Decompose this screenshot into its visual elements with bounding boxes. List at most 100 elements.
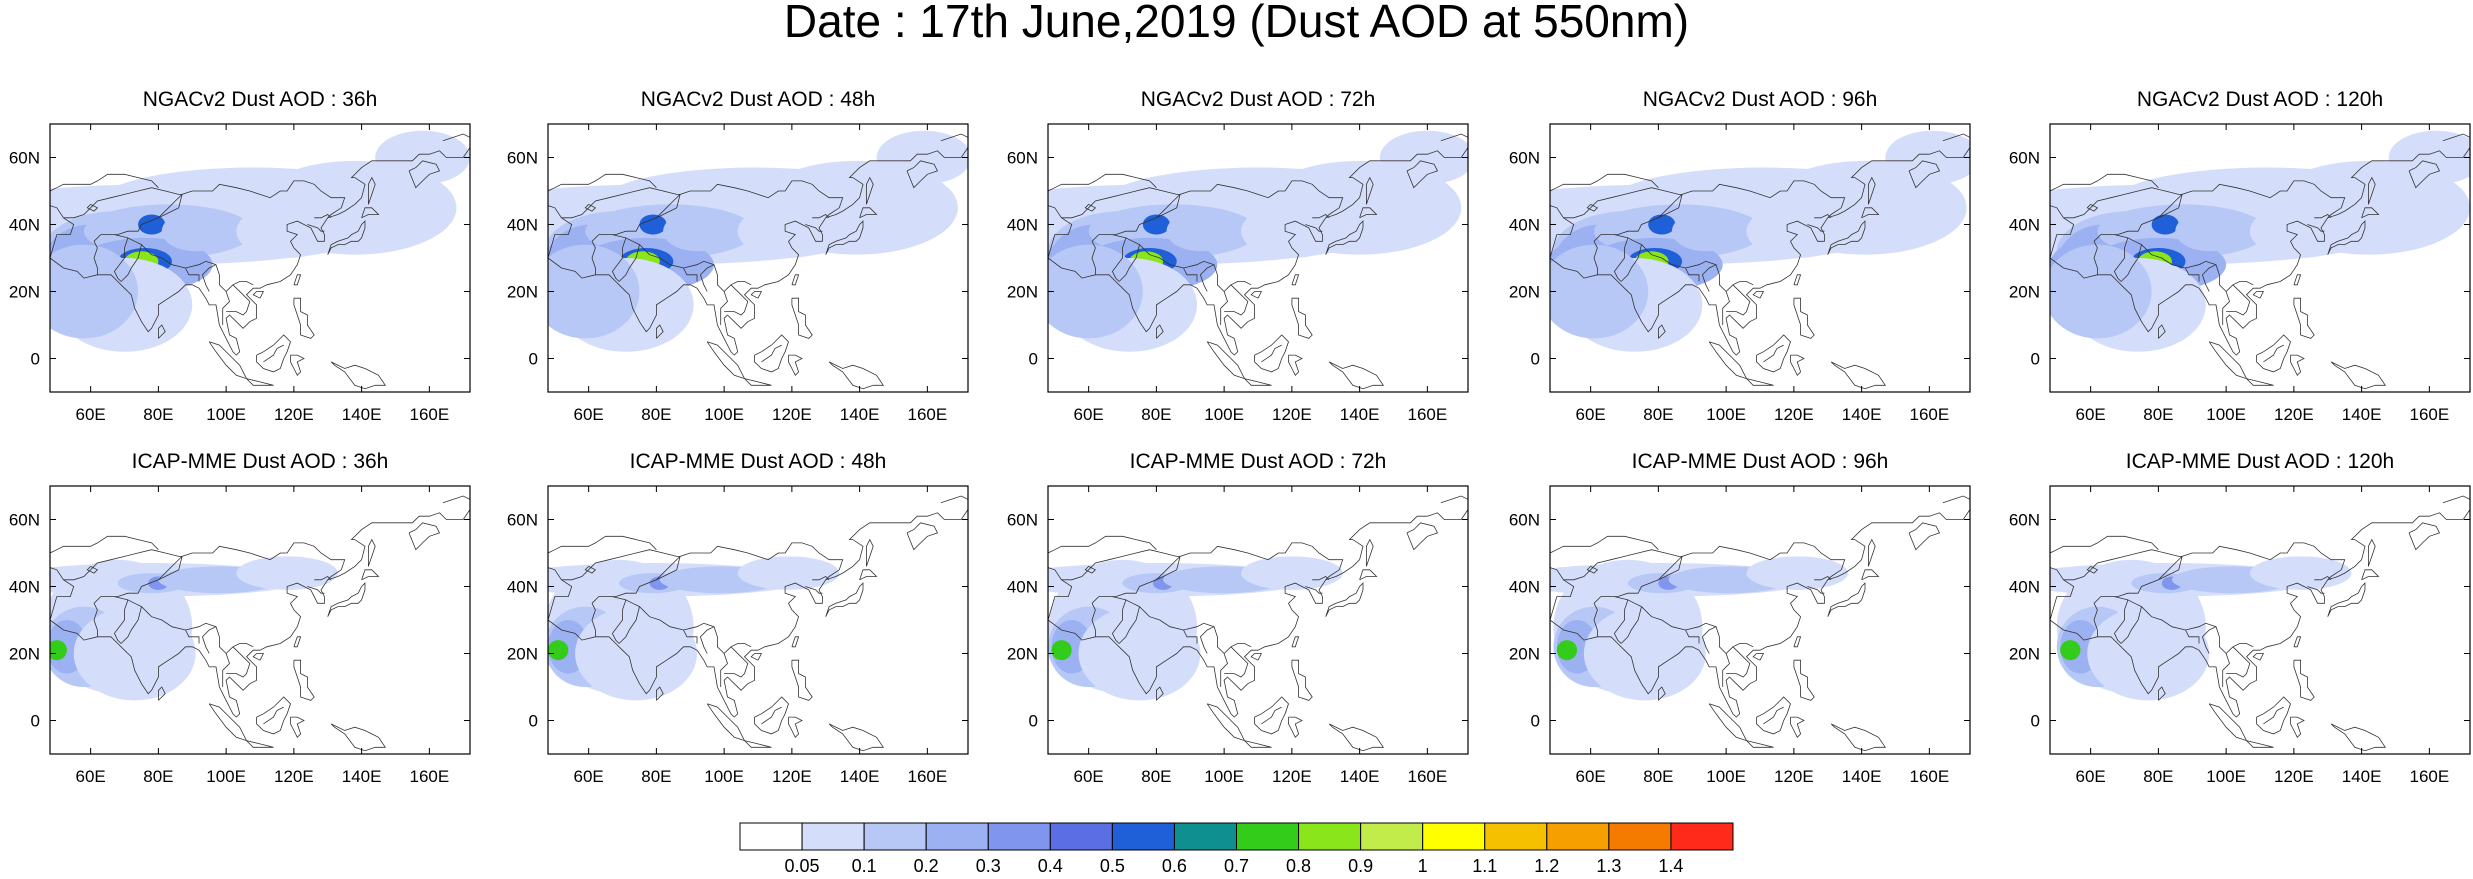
coastline xyxy=(201,264,217,292)
coastline xyxy=(744,378,772,386)
aod-shading xyxy=(50,244,139,339)
x-tick-label: 120E xyxy=(2274,405,2314,424)
coastline xyxy=(290,354,305,376)
colorbar-swatch xyxy=(1546,822,1610,851)
coastline xyxy=(158,324,166,339)
coastline xyxy=(222,291,230,325)
x-tick-label: 160E xyxy=(908,405,948,424)
coastline xyxy=(1359,207,1378,219)
coastline xyxy=(50,535,159,554)
coastline xyxy=(314,576,332,581)
coastline xyxy=(2120,244,2142,282)
coastline xyxy=(307,224,325,232)
x-tick-label: 120E xyxy=(1774,405,1814,424)
x-tick-label: 100E xyxy=(2206,767,2246,786)
panel-title: ICAP-MME Dust AOD : 36h xyxy=(131,450,389,473)
y-tick-label: 60N xyxy=(1509,511,1540,530)
coastline xyxy=(86,566,99,574)
coastlines xyxy=(1048,133,1468,390)
aod-shading xyxy=(2060,640,2081,661)
x-tick-label: 140E xyxy=(2342,767,2382,786)
coastline xyxy=(805,224,823,232)
aod-shading xyxy=(1048,244,1143,339)
dust-field xyxy=(1048,130,1468,352)
coastline xyxy=(1048,173,1157,192)
y-tick-label: 40N xyxy=(9,216,40,235)
coastline xyxy=(788,716,803,738)
y-tick-label: 60N xyxy=(2009,511,2040,530)
coastline xyxy=(750,653,763,661)
coastline xyxy=(1790,354,1805,376)
aod-shading xyxy=(50,640,67,661)
aod-shading xyxy=(236,556,338,590)
coastline xyxy=(2293,274,2302,286)
colorbar-swatch xyxy=(1236,822,1300,851)
coastline xyxy=(2263,344,2284,363)
x-tick-label: 140E xyxy=(840,767,880,786)
coastline xyxy=(1586,566,1599,574)
map-plot: 60E 80E 100E 120E 140E 160E 60N 40N 20N 0 xyxy=(507,485,969,786)
coastline xyxy=(1183,629,1198,644)
coastline xyxy=(1156,194,1181,219)
coastline xyxy=(591,241,596,275)
coastline xyxy=(293,636,302,648)
coastline xyxy=(2442,133,2470,142)
coastline xyxy=(1708,341,1748,380)
coastline xyxy=(1807,586,1825,594)
coastline xyxy=(2201,264,2217,292)
map-panel: NGACv2 Dust AOD : 96h 60E 80E 100E 120E 140E 1… xyxy=(1509,88,2010,424)
coastline xyxy=(940,133,968,142)
coastline xyxy=(113,599,129,644)
colorbar-label: 0.3 xyxy=(976,856,1001,876)
coastline xyxy=(1827,220,1866,255)
coastline xyxy=(1908,522,1941,551)
coastline xyxy=(1312,576,1330,581)
x-tick-label: 140E xyxy=(1842,405,1882,424)
map-panel: ICAP-MME Dust AOD : 120h 60E 80E 100E 120E 14… xyxy=(2009,450,2473,786)
coastline xyxy=(2252,291,2265,299)
coastline xyxy=(1793,274,1802,286)
coastline xyxy=(50,509,470,718)
coastline xyxy=(1593,542,1846,604)
x-tick-label: 60E xyxy=(76,767,106,786)
x-tick-label: 80E xyxy=(2143,767,2173,786)
coastline xyxy=(1111,237,1127,282)
aod-shading xyxy=(138,214,166,235)
coastline xyxy=(1365,176,1374,205)
coastline xyxy=(50,205,75,259)
coastline xyxy=(1593,180,1846,242)
coastline xyxy=(1614,234,1754,293)
coastline xyxy=(1305,224,1323,232)
coastlines xyxy=(1550,495,1970,752)
coastline xyxy=(1830,361,1887,390)
coastline xyxy=(158,194,183,219)
x-tick-label: 160E xyxy=(1910,767,1950,786)
x-tick-label: 140E xyxy=(2342,405,2382,424)
y-tick-label: 60N xyxy=(507,149,538,168)
coastline xyxy=(290,716,305,738)
coastline xyxy=(548,173,657,192)
coastline xyxy=(93,603,98,637)
coastline xyxy=(330,361,387,390)
coastline xyxy=(1254,334,1289,373)
coastline xyxy=(1305,586,1323,594)
aod-shading xyxy=(1241,556,1343,590)
x-tick-label: 120E xyxy=(2274,767,2314,786)
x-tick-label: 80E xyxy=(143,405,173,424)
coastline xyxy=(1291,636,1300,648)
coastline xyxy=(744,740,772,748)
coastline xyxy=(2226,284,2251,316)
colorbar-swatch xyxy=(1049,822,1113,851)
panel-title: NGACv2 Dust AOD : 72h xyxy=(1140,88,1376,111)
coastline xyxy=(788,354,803,376)
coastline xyxy=(1206,341,1246,380)
panel-title: NGACv2 Dust AOD : 48h xyxy=(640,88,876,111)
coastline xyxy=(2120,606,2142,644)
y-tick-label: 20N xyxy=(2009,645,2040,664)
coastline xyxy=(367,538,376,567)
coastline xyxy=(2063,549,2183,581)
y-tick-label: 40N xyxy=(9,578,40,597)
coastline xyxy=(1091,180,1344,242)
coastline xyxy=(1685,629,1700,644)
coastline xyxy=(1550,205,1575,259)
